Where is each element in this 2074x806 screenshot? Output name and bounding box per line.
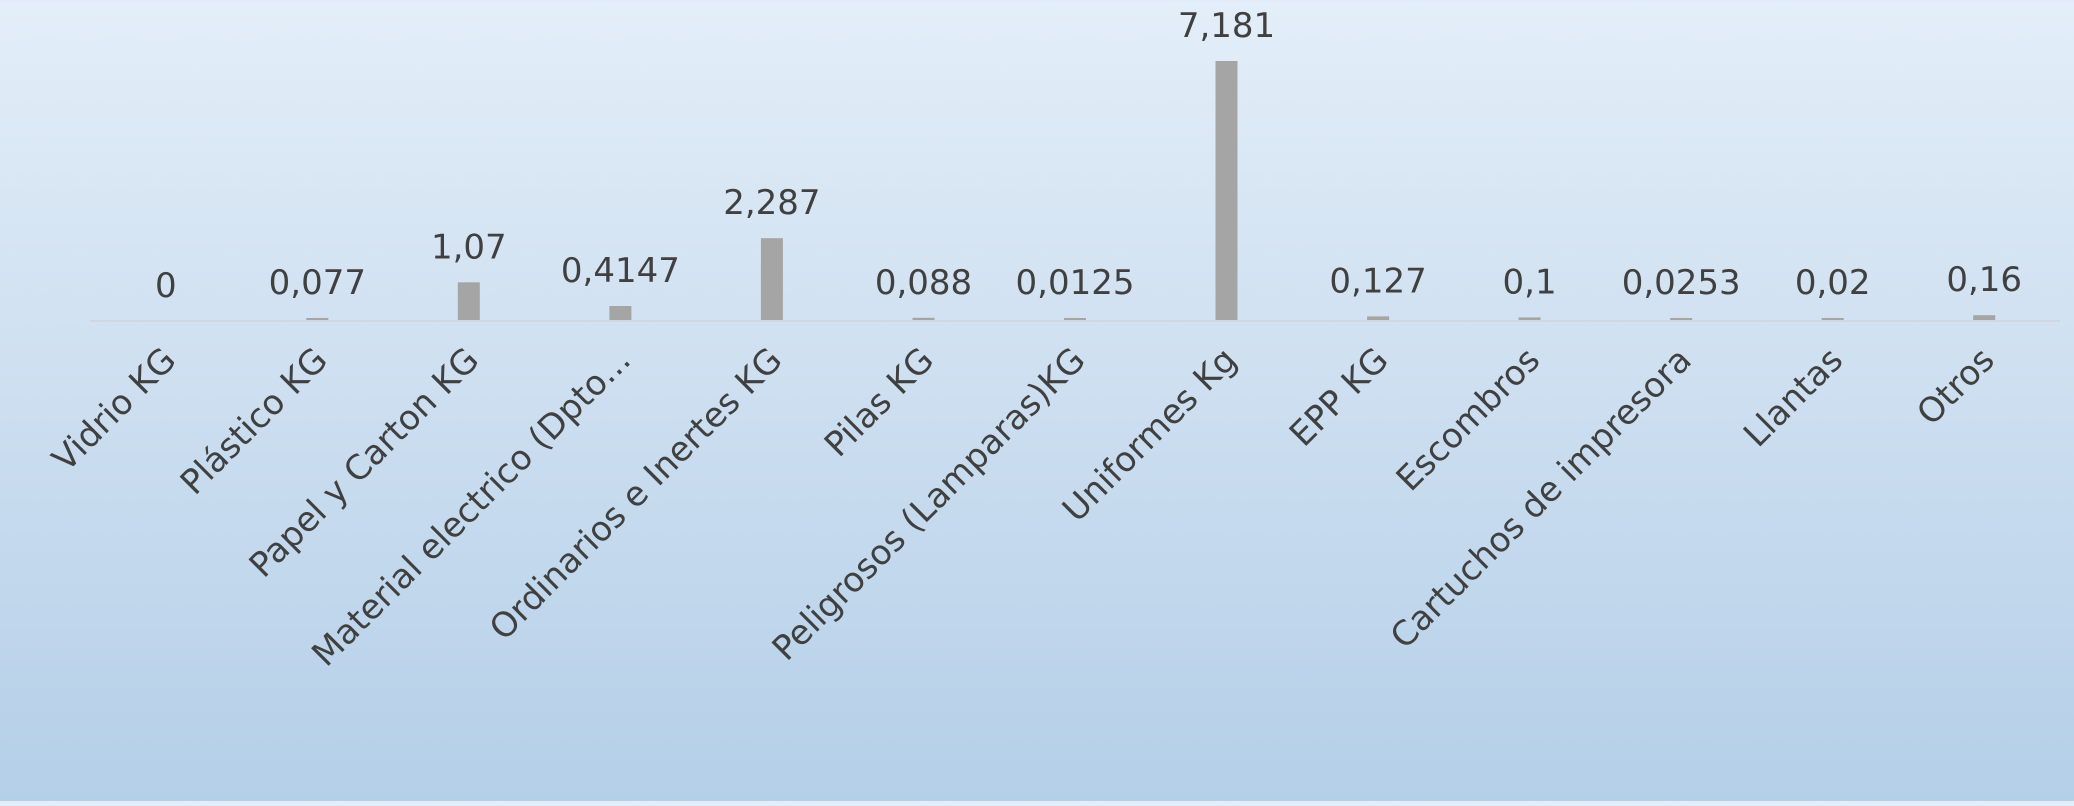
category-label-10: Cartuchos de impresora xyxy=(1383,340,1700,657)
data-label-11: 0,02 xyxy=(1795,263,1871,303)
bar-11 xyxy=(1821,318,1844,321)
category-label-12: Otros xyxy=(1909,340,2002,433)
category-label-8: EPP KG xyxy=(1282,340,1397,455)
category-label-5: Pilas KG xyxy=(817,340,942,465)
data-label-3: 0,4147 xyxy=(561,251,680,291)
data-label-9: 0,1 xyxy=(1503,262,1557,302)
data-label-7: 7,181 xyxy=(1178,6,1275,46)
data-label-6: 0,0125 xyxy=(1016,263,1135,303)
bar-7 xyxy=(1215,61,1238,321)
data-label-0: 0 xyxy=(155,266,177,306)
bars-layer xyxy=(306,61,1996,321)
data-label-8: 0,127 xyxy=(1329,261,1426,301)
data-label-1: 0,077 xyxy=(269,263,366,303)
category-label-6: Peligrosos (Lamparas)KG xyxy=(765,340,1094,669)
category-label-4: Ordinarios e Inertes KG xyxy=(482,340,790,648)
bar-8 xyxy=(1367,316,1390,321)
category-label-9: Escombros xyxy=(1389,340,1548,499)
data-label-4: 2,287 xyxy=(723,183,820,223)
bar-6 xyxy=(1064,318,1086,321)
bar-3 xyxy=(609,306,632,321)
data-label-12: 0,16 xyxy=(1946,260,2022,300)
data-label-10: 0,0253 xyxy=(1622,263,1741,303)
bar-1 xyxy=(306,318,329,321)
data-label-2: 1,07 xyxy=(431,227,507,267)
bar-5 xyxy=(912,317,935,321)
data-labels-layer: 0 0,077 1,07 0,4147 2,287 0,088 0,0125 7,181 0,1… xyxy=(155,6,2022,306)
bar-2 xyxy=(457,282,480,321)
category-label-0: Vidrio KG xyxy=(45,340,184,479)
bar-12 xyxy=(1973,315,1996,321)
category-label-3: Material electrico (Dpto... xyxy=(304,340,638,674)
bar-4 xyxy=(760,238,783,321)
bar-10 xyxy=(1670,318,1693,321)
bar-9 xyxy=(1518,317,1541,321)
data-label-5: 0,088 xyxy=(875,263,972,303)
category-label-11: Llantas xyxy=(1736,340,1851,455)
category-label-1: Plástico KG xyxy=(173,340,336,503)
